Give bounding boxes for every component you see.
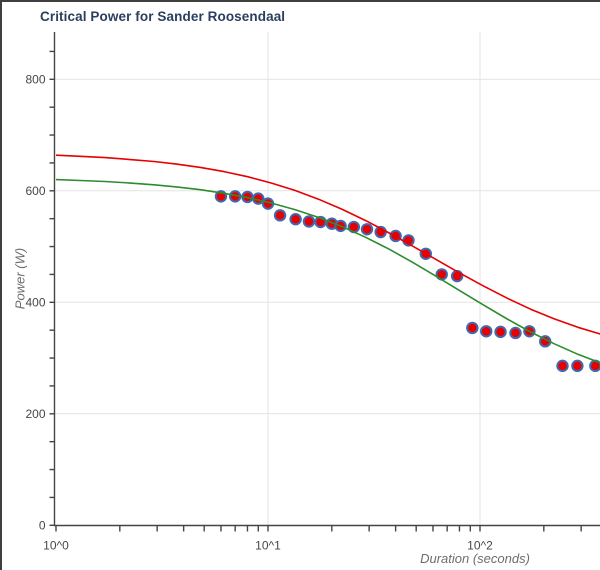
- data-point[interactable]: [273, 209, 287, 222]
- data-point[interactable]: [289, 213, 302, 226]
- x-tick-label: 10^1: [255, 539, 281, 553]
- y-tick-label: 600: [25, 184, 45, 198]
- x-tick-label: 10^2: [467, 539, 493, 553]
- data-point[interactable]: [571, 359, 584, 373]
- data-point[interactable]: [509, 326, 522, 340]
- y-axis-title: Power (W): [12, 247, 28, 310]
- data-point[interactable]: [302, 215, 316, 228]
- data-point[interactable]: [556, 359, 569, 373]
- chart-title: Critical Power for Sander Roosendaal: [40, 9, 286, 24]
- red-model-curve: [55, 154, 600, 335]
- data-point[interactable]: [494, 325, 507, 339]
- green-model-curve: [55, 178, 600, 364]
- y-tick-label: 200: [25, 407, 45, 421]
- y-tick-label: 400: [25, 295, 45, 309]
- x-axis-title: Duration (seconds): [420, 551, 530, 566]
- x-tick-label: 10^0: [43, 539, 69, 553]
- y-tick-label: 800: [25, 72, 45, 86]
- data-point[interactable]: [360, 223, 374, 236]
- data-point[interactable]: [466, 321, 479, 335]
- data-point[interactable]: [480, 325, 493, 338]
- y-tick-label: 0: [39, 518, 46, 532]
